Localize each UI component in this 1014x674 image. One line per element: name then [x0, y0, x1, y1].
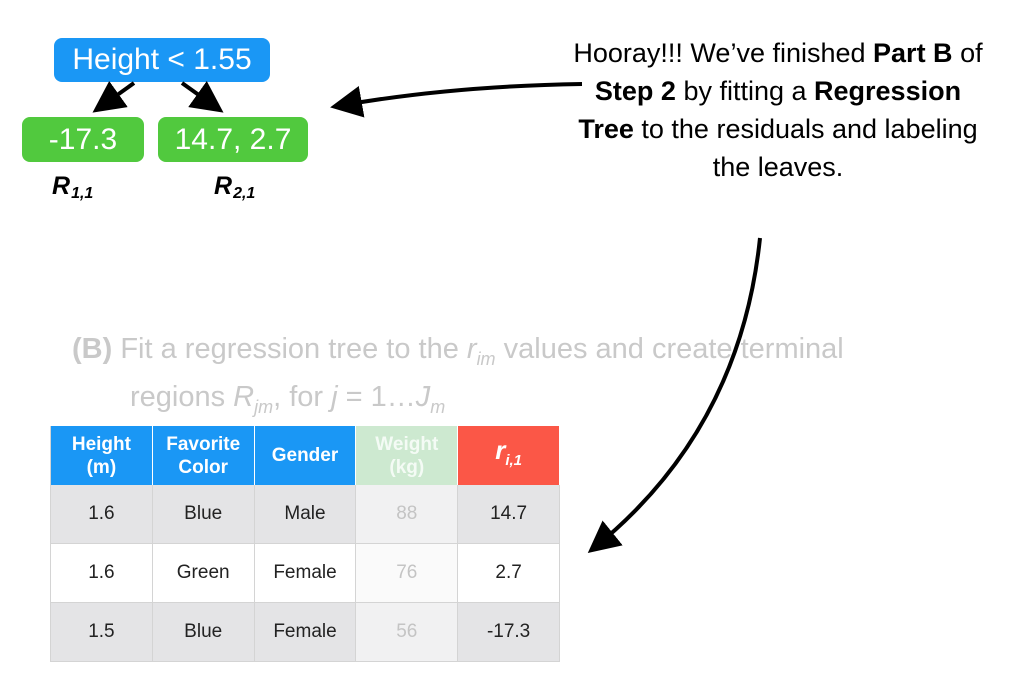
table-row: 1.6 Blue Male 88 14.7: [50, 485, 560, 544]
cell-weight: 76: [355, 543, 459, 603]
cell-color: Green: [152, 543, 255, 603]
tree-branch-right-arrow: [180, 81, 224, 113]
tree-leaf-left: -17.3: [22, 117, 144, 162]
header-gender: Gender: [254, 426, 357, 485]
callout-to-tree-arrow: [330, 82, 583, 118]
step-description: (B) Fit a regression tree to the rim val…: [72, 333, 844, 417]
cell-height: 1.5: [50, 602, 153, 662]
cell-gender: Female: [254, 543, 357, 603]
cell-gender: Male: [254, 485, 357, 544]
region-label-r21: R2,1: [214, 172, 256, 202]
residuals-table: Height (m) Favorite Color Gender Weight (kg…: [50, 426, 560, 662]
cell-gender: Female: [254, 602, 357, 662]
cell-residual: 14.7: [457, 485, 560, 544]
header-weight: Weight (kg): [355, 426, 459, 485]
tree-root-node: Height < 1.55: [54, 38, 270, 82]
callout-text: Hooray!!! We’ve finished Part B of Step …: [573, 38, 983, 182]
cell-height: 1.6: [50, 543, 153, 603]
tree-leaf-right: 14.7, 2.7: [158, 117, 308, 162]
header-favorite-color: Favorite Color: [152, 426, 255, 485]
cell-color: Blue: [152, 485, 255, 544]
table-row: 1.6 Green Female 76 2.7: [50, 543, 560, 603]
header-height: Height (m): [50, 426, 153, 485]
cell-color: Blue: [152, 602, 255, 662]
header-residual: ri,1: [457, 426, 560, 485]
cell-height: 1.6: [50, 485, 153, 544]
table-row: 1.5 Blue Female 56 -17.3: [50, 602, 560, 662]
cell-residual: -17.3: [457, 602, 560, 662]
cell-weight: 88: [355, 485, 459, 544]
cell-residual: 2.7: [457, 543, 560, 603]
table-header-row: Height (m) Favorite Color Gender Weight (kg…: [50, 426, 560, 485]
tree-branch-left-arrow: [92, 81, 136, 113]
cell-weight: 56: [355, 602, 459, 662]
region-label-r11: R1,1: [52, 172, 94, 202]
